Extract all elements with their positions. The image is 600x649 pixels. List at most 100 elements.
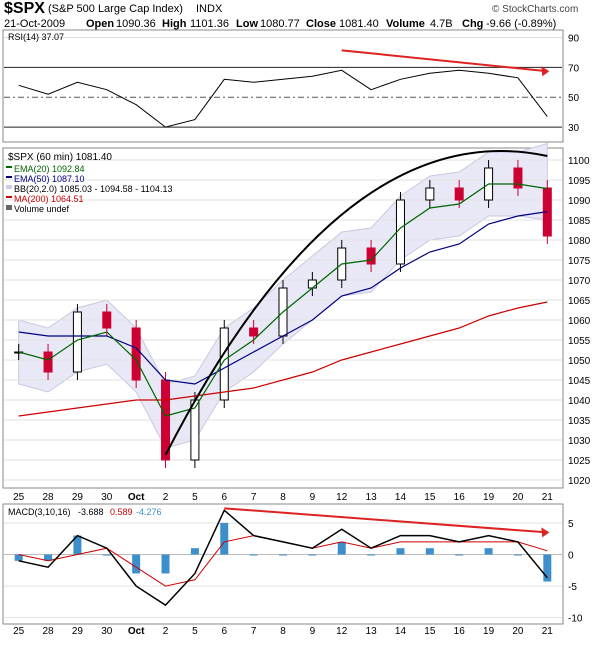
price-tick-label: 1055 (568, 336, 591, 347)
price-tick-label: 1045 (568, 376, 591, 387)
price-tick-label: 1050 (568, 356, 591, 367)
x-axis-label: 8 (280, 492, 286, 503)
x-axis-label: 2 (163, 626, 169, 637)
rsi-tick-label: 70 (568, 63, 580, 74)
rsi-trendline-arrowhead (541, 66, 550, 77)
macd-histogram-bar (543, 554, 552, 582)
watermark: © StockCharts.com (492, 4, 578, 15)
macd-histogram-bar (220, 522, 229, 555)
exchange: INDX (196, 3, 223, 15)
x-axis-label: 16 (454, 492, 466, 503)
rsi-tick-label: 90 (568, 33, 580, 44)
x-axis-label: 12 (336, 492, 348, 503)
volume-label: Volume (386, 18, 425, 30)
price-legend-main: $SPX (60 min) 1081.40 (8, 152, 112, 163)
candle-body (219, 327, 229, 401)
price-tick-label: 1070 (568, 276, 591, 287)
x-axis-label: 9 (310, 626, 316, 637)
rsi-trendline (341, 49, 548, 73)
x-axis-label: 7 (251, 492, 257, 503)
candle-body (102, 311, 112, 329)
price-tick-label: 1040 (568, 396, 591, 407)
price-tick-label: 1080 (568, 236, 591, 247)
high-label: High (162, 18, 187, 30)
x-axis-label: 20 (512, 626, 524, 637)
rsi-line (18, 69, 548, 128)
x-axis-label: 9 (310, 492, 316, 503)
price-tick-label: 1020 (568, 476, 591, 487)
x-axis-label: Oct (128, 492, 145, 503)
x-axis-label: 19 (483, 492, 495, 503)
rsi-tick-label: 50 (568, 93, 580, 104)
macd-panel: 5 0 -5 -10 (4, 507, 583, 625)
bb-swatch (6, 185, 12, 189)
macd-histogram-bar (132, 554, 141, 574)
macd-legend-label: MACD(3,10,16) (8, 507, 71, 517)
macd-histogram-bar (513, 554, 522, 556)
x-axis-label: 6 (221, 492, 227, 503)
macd-trendline (224, 507, 548, 534)
open-label: Open (86, 18, 114, 30)
x-axis-label: 25 (13, 626, 25, 637)
high-value: 1101.36 (190, 18, 229, 30)
candle-body (249, 327, 259, 337)
macd-histogram-bar (44, 554, 53, 561)
x-axis-label: 25 (13, 492, 25, 503)
candle-body (454, 187, 464, 201)
macd-histogram-bar (249, 554, 258, 556)
price-tick-label: 1025 (568, 456, 591, 467)
macd-legend-value: -3.688 (78, 507, 104, 517)
volume-swatch (6, 205, 12, 210)
price-tick-label: 1095 (568, 176, 591, 187)
macd-tick-label: 5 (568, 519, 574, 530)
x-axis-label: 6 (221, 626, 227, 637)
x-axis-label: 12 (336, 626, 348, 637)
macd-tick-label: -10 (568, 614, 583, 625)
rsi-panel: 90 70 50 30 (4, 33, 580, 134)
x-axis-label: 15 (424, 492, 436, 503)
price-tick-label: 1065 (568, 296, 591, 307)
x-axis-label: 28 (42, 626, 54, 637)
macd-histogram-bar (279, 554, 287, 556)
x-axis-label: 20 (512, 492, 524, 503)
ema20-line (18, 183, 548, 417)
close-label: Close (306, 18, 336, 30)
rsi-legend: RSI(14) 37.07 (8, 32, 64, 42)
price-tick-label: 1030 (568, 436, 591, 447)
x-axis-label: 14 (395, 626, 407, 637)
macd-histogram-bar (161, 554, 170, 574)
price-tick-label: 1060 (568, 316, 591, 327)
symbol-name: (S&P 500 Large Cap Index) (48, 3, 183, 15)
macd-histogram-bar (367, 554, 376, 556)
macd-legend-signal: 0.589 (110, 507, 133, 517)
macd-tick-label: -5 (568, 582, 577, 593)
ma200-swatch (6, 196, 12, 198)
x-axis-label: 2 (163, 492, 169, 503)
candle-body (395, 199, 405, 265)
x-axis-label: Oct (128, 626, 145, 637)
x-axis-label: 15 (424, 626, 436, 637)
volume-value: 4.7B (430, 18, 453, 30)
macd-histogram-bar (14, 554, 23, 561)
macd-trendline-arrowhead (541, 527, 550, 538)
macd-histogram-bar (102, 554, 111, 556)
macd-histogram-bar (396, 548, 405, 555)
x-axis-label: 30 (101, 492, 113, 503)
candle-body (43, 351, 53, 373)
x-axis-label: 21 (542, 492, 554, 503)
macd-tick-label: 0 (568, 551, 574, 562)
x-axis-label: 29 (72, 626, 84, 637)
price-arc (164, 150, 548, 456)
x-axis-label: 16 (454, 626, 466, 637)
ma200-line (18, 301, 548, 417)
price-tick-label: 1100 (568, 156, 590, 167)
price-panel-frame (2, 147, 564, 489)
x-axis-label: 13 (366, 492, 378, 503)
ema50-line (18, 211, 548, 385)
open-value: 1090.36 (116, 18, 156, 30)
x-axis-label: 30 (101, 626, 113, 637)
candle-body (425, 187, 435, 201)
candle-body (366, 247, 376, 265)
